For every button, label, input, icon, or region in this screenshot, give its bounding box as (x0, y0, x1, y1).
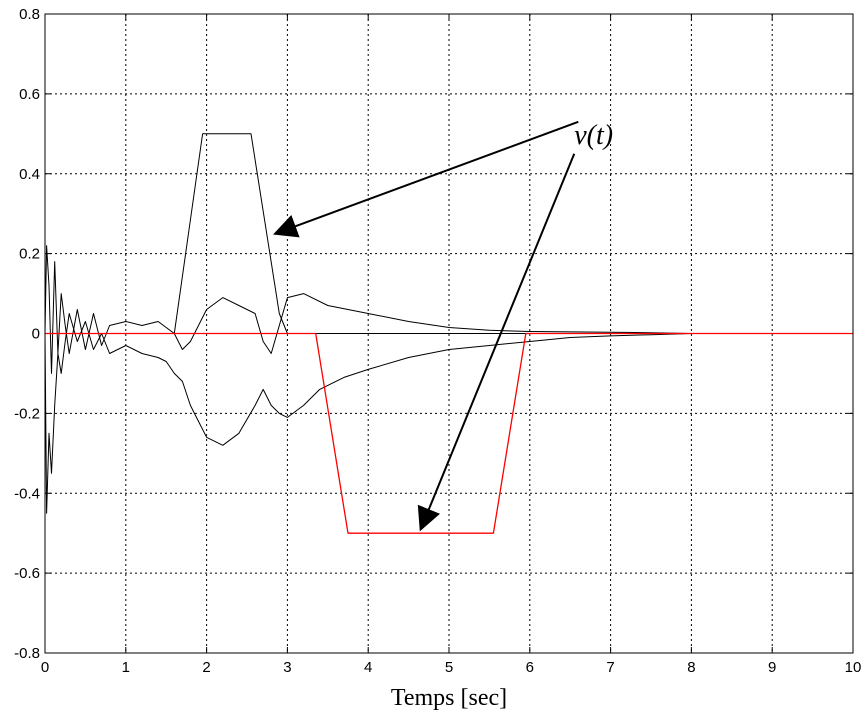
y-tick-label: 0.2 (19, 246, 40, 263)
y-tick-label: -0.8 (14, 645, 40, 662)
y-tick-label: -0.6 (14, 565, 40, 582)
y-tick-label: 0.6 (19, 86, 40, 103)
x-tick-label: 5 (445, 659, 453, 676)
annotation-arrow (273, 120, 579, 238)
series-group (44, 133, 853, 534)
y-tick-label: -0.4 (14, 485, 40, 502)
tick-labels: 0 1 2 3 4 5 6 7 8 9 10 -0.8 -0.6 -0.4 -0.2 0 0.2 0.4 0.6 0.… (14, 6, 861, 676)
y-tick-label: 0.8 (19, 6, 40, 23)
x-axis-label: Temps [sec] (391, 685, 507, 711)
x-tick-label: 0 (41, 659, 49, 676)
annotation-label: v(t) (574, 120, 613, 151)
y-tick-label: 0.4 (19, 166, 40, 183)
y-tick-label: 0 (32, 326, 40, 343)
y-tick-label: -0.2 (14, 405, 40, 422)
series-line-3 (44, 313, 853, 514)
x-tick-label: 6 (526, 659, 534, 676)
x-tick-label: 3 (283, 659, 291, 676)
x-tick-label: 1 (122, 659, 130, 676)
series-line-1 (45, 332, 853, 534)
annotations: v(t) (273, 120, 613, 532)
x-tick-label: 7 (606, 659, 614, 676)
x-tick-label: 9 (768, 659, 776, 676)
grid (45, 14, 853, 653)
series-line-2 (44, 245, 853, 374)
annotation-arrow (417, 153, 576, 532)
x-tick-label: 10 (845, 659, 862, 676)
plot-frame (44, 13, 854, 654)
x-tick-label: 2 (202, 659, 210, 676)
x-tick-label: 4 (364, 659, 372, 676)
x-tick-label: 8 (687, 659, 695, 676)
